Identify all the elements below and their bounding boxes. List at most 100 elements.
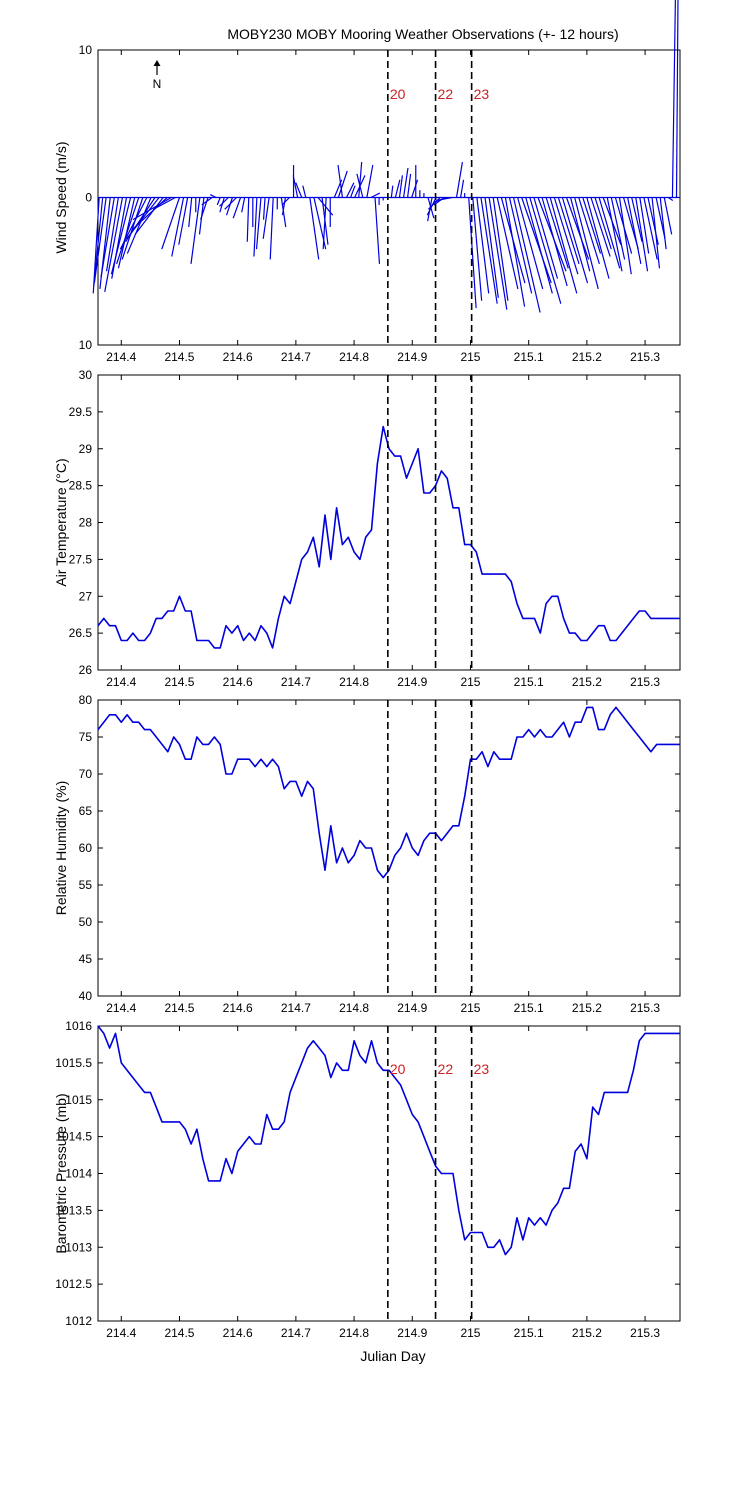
panel-4: 214.4 214.5 214.6 214.7 214.8 214.9 215 215.1 21… (53, 1019, 681, 1340)
panel-3: 214.4 214.5 214.6 214.7 214.8 214.9 215 215.1 21… (53, 693, 681, 1015)
wind-stick (594, 197, 612, 250)
north-label: N (153, 77, 162, 91)
wind-stick (350, 185, 356, 198)
x-tick-label: 215 (460, 1326, 480, 1340)
wind-stick (134, 197, 164, 235)
figure-title: MOBY230 MOBY Mooring Weather Observation… (227, 26, 618, 42)
y-tick-label: 65 (79, 804, 93, 818)
y-tick-label: 60 (79, 841, 93, 855)
x-tick-label: 215.3 (630, 675, 660, 689)
event-label: 22 (438, 1061, 454, 1077)
x-tick-label: 214.6 (223, 1326, 253, 1340)
wind-stick (132, 196, 172, 221)
x-tick-label: 215.1 (514, 1326, 544, 1340)
x-tick-label: 214.9 (397, 1326, 427, 1340)
x-tick-label: 214.8 (339, 1326, 369, 1340)
y-tick-label: 1014 (65, 1167, 92, 1181)
wind-stick (126, 197, 152, 254)
wind-stick (262, 197, 266, 220)
wind-stick (476, 197, 490, 294)
wind-stick (374, 197, 381, 264)
y-tick-label: 1013 (65, 1240, 92, 1254)
x-tick-label: 215.2 (572, 1001, 602, 1015)
wind-stick (119, 197, 148, 250)
wind-stick (533, 197, 559, 279)
y-tick-label: 55 (79, 878, 93, 892)
wind-stick (480, 197, 498, 304)
wind-stick (152, 196, 176, 210)
wind-stick (639, 197, 650, 254)
x-tick-label: 215 (460, 1001, 480, 1015)
wind-stick (188, 197, 193, 228)
x-tick-label: 214.8 (339, 675, 369, 689)
wind-stick (110, 197, 132, 275)
x-tick-label: 214.8 (339, 350, 369, 364)
wind-stick (269, 197, 274, 260)
wind-stick (126, 197, 160, 240)
x-tick-label: 214.9 (397, 350, 427, 364)
x-tick-label: 215.3 (630, 350, 660, 364)
wind-stick (578, 197, 600, 265)
event-label: 20 (390, 1061, 406, 1077)
wind-stick (281, 197, 286, 216)
wind-stick (262, 197, 270, 239)
wind-stick (219, 197, 229, 207)
wind-stick (370, 192, 381, 199)
y-tick-label: 26 (79, 663, 93, 677)
wind-stick (496, 197, 519, 290)
wind-stick (610, 197, 626, 260)
wind-stick (655, 197, 666, 239)
x-tick-label: 215.2 (572, 350, 602, 364)
x-tick-label: 214.9 (397, 1001, 427, 1015)
wind-stick (116, 197, 140, 265)
y-tick-label: 0 (85, 191, 92, 205)
wind-stick (512, 197, 541, 313)
y-tick-label: 70 (79, 767, 93, 781)
x-tick-label: 214.7 (281, 675, 311, 689)
wind-stick (121, 197, 144, 260)
x-tick-label: 214.8 (339, 1001, 369, 1015)
wind-stick (398, 175, 404, 198)
wind-stick (651, 197, 661, 269)
y-axis-label: Air Temperature (°C) (53, 458, 69, 586)
x-tick-label: 214.6 (223, 675, 253, 689)
x-tick-label: 214.4 (106, 350, 136, 364)
wind-stick (436, 196, 453, 202)
wind-stick (337, 170, 348, 198)
wind-stick (553, 197, 579, 275)
x-tick-label: 214.4 (106, 1001, 136, 1015)
wind-stick (561, 197, 589, 284)
y-tick-label: 40 (79, 989, 93, 1003)
x-tick-label: 214.7 (281, 350, 311, 364)
north-arrow: N (153, 60, 162, 91)
x-axis-label: Julian Day (360, 1348, 425, 1364)
wind-stick (93, 197, 104, 287)
wind-stick (366, 164, 374, 198)
y-tick-label: 29 (79, 442, 93, 456)
wind-stick (598, 197, 621, 269)
wind-stick (171, 197, 185, 257)
wind-stick (459, 179, 465, 198)
wind-stick (337, 164, 344, 198)
wind-stick (570, 197, 591, 272)
wind-stick (582, 197, 602, 254)
y-tick-label: 1014.5 (55, 1130, 92, 1144)
x-tick-label: 215.1 (514, 675, 544, 689)
wind-stick (671, 0, 676, 198)
wind-stick (255, 197, 262, 250)
x-tick-label: 214.5 (164, 1001, 194, 1015)
x-tick-label: 214.7 (281, 1001, 311, 1015)
wind-stick (472, 197, 483, 301)
wind-stick (225, 197, 234, 216)
wind-stick (105, 197, 119, 272)
y-tick-label: 29.5 (69, 405, 93, 419)
x-tick-label: 215 (460, 675, 480, 689)
wind-stick (586, 197, 610, 279)
wind-stick (525, 197, 553, 294)
wind-stick (345, 182, 355, 198)
wind-stick (427, 197, 441, 210)
wind-stick (356, 173, 364, 198)
x-tick-label: 215.3 (630, 1001, 660, 1015)
wind-stick (643, 197, 658, 260)
x-tick-label: 214.5 (164, 1326, 194, 1340)
